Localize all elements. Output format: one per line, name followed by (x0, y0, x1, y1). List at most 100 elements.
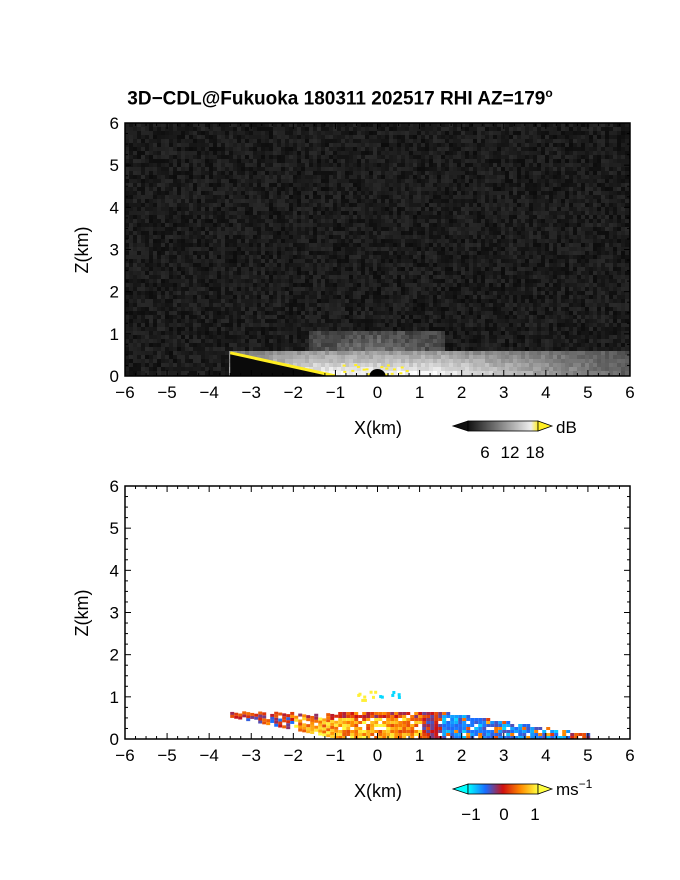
snr-cell (329, 171, 333, 175)
snr-cell (389, 247, 393, 251)
snr-cell (525, 235, 529, 239)
snr-cell (313, 207, 317, 211)
snr-cell (341, 175, 345, 179)
snr-cell (521, 271, 525, 275)
snr-cell (501, 251, 505, 255)
snr-cell (229, 215, 233, 219)
snr-cell (601, 167, 605, 171)
snr-cell (385, 143, 389, 147)
snr-cell (581, 259, 585, 263)
snr-cell (461, 259, 465, 263)
snr-cell (393, 251, 397, 255)
snr-cell (325, 159, 329, 163)
snr-cell (585, 255, 589, 259)
snr-cell (477, 135, 481, 139)
snr-cell (221, 127, 225, 131)
snr-cell (565, 215, 569, 219)
snr-cell (281, 191, 285, 195)
snr-cell (541, 243, 545, 247)
snr-cell (345, 171, 349, 175)
snr-cell (513, 235, 517, 239)
snr-cell (129, 271, 133, 275)
snr-cell (341, 155, 345, 159)
snr-cell (169, 227, 173, 231)
snr-cell (345, 143, 349, 147)
snr-cell (481, 131, 485, 135)
snr-cell (621, 195, 625, 199)
snr-cell (193, 271, 197, 275)
snr-cell (297, 187, 301, 191)
snr-cell (421, 215, 425, 219)
snr-cell (149, 179, 153, 183)
snr-cell (325, 239, 329, 243)
snr-cell (381, 219, 385, 223)
snr-cell (589, 159, 593, 163)
snr-cell (449, 235, 453, 239)
snr-cell (289, 211, 293, 215)
snr-cell (525, 207, 529, 211)
snr-cell (621, 191, 625, 195)
snr-cell (597, 187, 601, 191)
snr-cell (529, 231, 533, 235)
snr-cell (365, 227, 369, 231)
snr-cell (285, 203, 289, 207)
snr-cell (617, 163, 621, 167)
snr-cell (485, 271, 489, 275)
snr-cell (397, 275, 401, 279)
snr-cell (589, 219, 593, 223)
snr-cell (193, 151, 197, 155)
snr-cell (129, 131, 133, 135)
snr-cell (289, 187, 293, 191)
snr-cell (341, 263, 345, 267)
snr-cell (293, 207, 297, 211)
snr-cell (609, 271, 613, 275)
snr-cell (173, 131, 177, 135)
snr-cell (233, 143, 237, 147)
snr-cell (405, 203, 409, 207)
snr-cell (461, 267, 465, 271)
snr-cell (609, 131, 613, 135)
snr-cell (341, 187, 345, 191)
snr-cell (409, 211, 413, 215)
snr-cell (397, 203, 401, 207)
snr-cell (161, 195, 165, 199)
snr-cell (457, 255, 461, 259)
snr-cell (221, 139, 225, 143)
snr-cell (521, 195, 525, 199)
snr-cell (349, 195, 353, 199)
snr-cell (573, 139, 577, 143)
snr-cell (529, 191, 533, 195)
snr-cell (401, 127, 405, 131)
snr-cell (237, 247, 241, 251)
snr-cell (341, 239, 345, 243)
snr-cell (489, 139, 493, 143)
snr-cell (233, 187, 237, 191)
snr-cell (157, 215, 161, 219)
snr-cell (137, 219, 141, 223)
snr-cell (141, 127, 145, 131)
snr-cell (265, 235, 269, 239)
snr-cell (177, 147, 181, 151)
snr-cell (129, 251, 133, 255)
snr-cell (621, 151, 625, 155)
snr-cell (457, 235, 461, 239)
snr-cell (425, 191, 429, 195)
snr-cell (129, 227, 133, 231)
snr-cell (437, 171, 441, 175)
snr-cell (353, 271, 357, 275)
snr-cell (585, 147, 589, 151)
snr-cell (177, 263, 181, 267)
snr-cell (373, 211, 377, 215)
snr-cell (585, 227, 589, 231)
snr-cell (181, 243, 185, 247)
snr-cell (289, 163, 293, 167)
snr-cell (553, 127, 557, 131)
snr-cell (397, 175, 401, 179)
snr-cell (569, 223, 573, 227)
snr-cell (341, 219, 345, 223)
snr-cell (165, 227, 169, 231)
snr-cell (193, 155, 197, 159)
snr-cell (565, 275, 569, 279)
snr-cell (337, 267, 341, 271)
snr-cell (445, 199, 449, 203)
